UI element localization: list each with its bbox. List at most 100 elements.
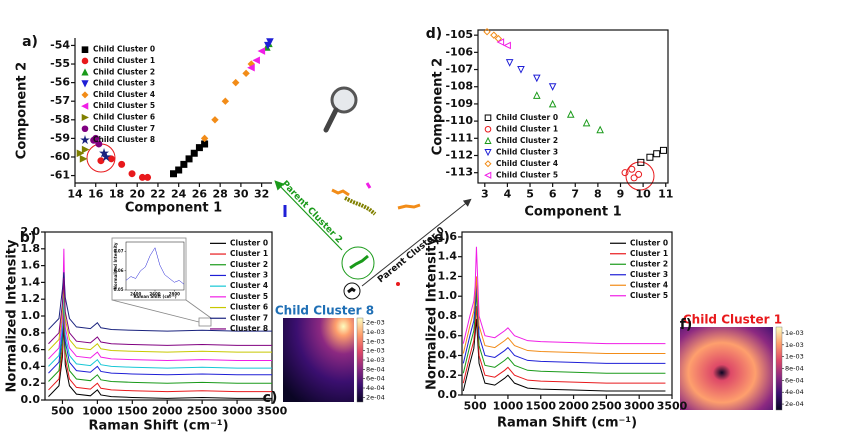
x-tick-label: 1500 [525, 400, 556, 413]
y-tick-label: 1.0 [21, 309, 41, 322]
y-tick-label: -56 [50, 76, 70, 89]
scatter-point [190, 149, 198, 157]
y-axis-title: Component 2 [431, 58, 446, 155]
legend-marker [81, 125, 89, 132]
colorbar-tick-label: 8e-04 [366, 365, 385, 373]
colorbar [775, 326, 783, 411]
spectrum-line [48, 278, 272, 346]
y-tick-label: 1.6 [438, 230, 458, 243]
legend-label: Cluster 6 [230, 303, 268, 312]
colorbar-tick-label: 2e-03 [366, 319, 385, 327]
legend-marker [80, 135, 90, 145]
legend-label: Child Cluster 1 [496, 124, 558, 133]
x-tick-label: 500 [464, 400, 487, 413]
scatter-point [232, 78, 240, 87]
y-tick-label: -111 [445, 131, 473, 144]
y-tick-label: -110 [445, 114, 473, 127]
legend-marker [81, 68, 89, 76]
panel-label: e) [434, 230, 450, 246]
colorbar-tick-label: 4e-04 [366, 384, 385, 392]
x-tick-label: 2400 [130, 291, 141, 296]
colorbar-tick-label: 2e-04 [785, 400, 804, 408]
legend-label: Cluster 0 [630, 238, 668, 247]
x-axis-title: Raman Shift (cm⁻¹) [88, 419, 228, 434]
y-tick-label: 1.8 [21, 242, 41, 255]
colorbar-tick-label: 1e-03 [366, 337, 385, 345]
scatter-point [79, 155, 88, 163]
y-tick-label: 0.4 [21, 359, 41, 372]
x-tick-label: 2000 [558, 400, 589, 413]
y-tick-label: 0.2 [21, 376, 41, 389]
legend-label: Cluster 4 [230, 281, 268, 290]
legend-label: Child Cluster 3 [93, 79, 155, 88]
y-tick-label: 1.2 [438, 269, 458, 282]
y-tick-label: 0.05 [114, 287, 124, 292]
legend-label: Cluster 0 [230, 238, 268, 247]
magnifier-handle [323, 107, 339, 133]
legend-marker [81, 80, 89, 88]
legend-label: Cluster 2 [230, 260, 268, 269]
y-axis-title: Normalized Intensity [425, 237, 440, 390]
scatter-point [596, 125, 604, 134]
arrow-label: Parent Cluster 2 [279, 179, 344, 245]
x-tick-label: 3500 [657, 400, 688, 413]
y-tick-label: -105 [445, 28, 473, 41]
y-tick-label: -54 [50, 38, 70, 51]
x-tick-label: 1500 [117, 405, 148, 418]
y-tick-label: 1.6 [21, 259, 41, 272]
y-tick-label: 0.6 [21, 343, 41, 356]
legend-label: Child Cluster 5 [93, 101, 155, 110]
legend-marker [484, 136, 492, 145]
legend-label: Child Cluster 7 [93, 124, 155, 133]
scatter-point [128, 170, 136, 178]
x-tick-label: 11 [658, 188, 673, 201]
heatmap-title: Child Cluster 8 [275, 304, 374, 318]
legend-label: Cluster 1 [630, 249, 668, 258]
cluster-circle [341, 246, 375, 280]
x-tick-label: 3 [481, 188, 489, 201]
y-tick-label: 0.2 [438, 368, 458, 381]
y-axis-title: Normalized Intensity [113, 242, 118, 289]
cluster-glyph [331, 188, 350, 197]
x-tick-label: 22 [150, 188, 165, 201]
legend-label: Cluster 8 [230, 324, 268, 333]
scatter-point [621, 169, 629, 177]
x-tick-label: 2600 [149, 291, 160, 296]
scatter-point [548, 99, 557, 108]
scatter-point [242, 69, 250, 78]
scatter-point [221, 97, 230, 105]
panel-label: b) [20, 230, 36, 246]
colorbar-tick-label: 1e-03 [366, 347, 385, 355]
scatter-point [144, 173, 152, 181]
scatter-point [503, 41, 511, 50]
y-tick-label: 1.2 [21, 292, 41, 305]
y-tick-label: -107 [445, 63, 473, 76]
scatter-point [490, 31, 498, 39]
heatmap-title: Child Cluster 1 [683, 313, 782, 327]
legend-label: Child Cluster 2 [496, 136, 558, 145]
legend-label: Child Cluster 0 [496, 113, 558, 122]
colorbar-tick-label: 1e-03 [785, 329, 804, 337]
scatter-point [533, 74, 541, 83]
legend-label: Child Cluster 0 [93, 45, 155, 54]
legend-marker [81, 102, 89, 110]
y-tick-label: 0.4 [438, 348, 458, 361]
scatter-point [92, 134, 100, 142]
inset-frame [111, 237, 187, 301]
panel-label: a) [22, 34, 38, 50]
spectrum-line [462, 276, 666, 355]
x-tick-label: 7 [571, 188, 579, 201]
panel-label: d) [426, 26, 442, 42]
y-tick-label: 0.06 [114, 268, 124, 273]
x-tick-label: 10 [635, 188, 651, 201]
x-tick-label: 2000 [152, 405, 183, 418]
legend-label: Child Cluster 4 [496, 159, 558, 168]
spectrum-line [462, 291, 666, 374]
x-tick-label: 32 [254, 188, 269, 201]
legend-marker [484, 160, 492, 168]
x-tick-label: 6 [549, 188, 557, 201]
cluster-circle [343, 282, 361, 300]
x-tick-label: 1000 [493, 400, 524, 413]
x-tick-label: 18 [109, 188, 124, 201]
x-tick-label: 26 [192, 188, 208, 201]
